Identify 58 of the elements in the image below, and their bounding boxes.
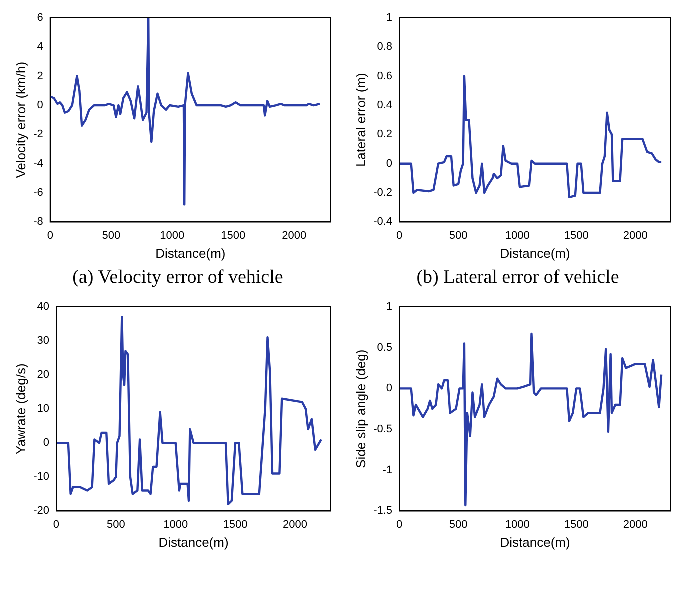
y-axis-title: Side slip angle (deg) — [353, 350, 368, 468]
y-tick-label: 4 — [37, 41, 44, 54]
x-tick-label: 1500 — [223, 518, 248, 531]
y-tick-label: 2 — [37, 70, 44, 82]
x-tick-label: 500 — [106, 518, 126, 531]
y-tick-label: -8 — [34, 216, 44, 228]
x-tick-label: 1500 — [564, 230, 589, 242]
y-tick-label: -20 — [34, 505, 50, 518]
y-axis-title: Yawrate (deg/s) — [13, 364, 28, 454]
y-tick-label: 0 — [43, 437, 50, 450]
y-tick-label: -0.4 — [374, 216, 393, 228]
y-tick-label: 0.5 — [377, 342, 393, 354]
x-tick-label: 1000 — [505, 230, 530, 242]
x-axis-title: Distance(m) — [156, 246, 226, 261]
x-tick-label: 0 — [396, 518, 403, 531]
x-tick-label: 1000 — [164, 518, 188, 531]
y-tick-label: -4 — [34, 158, 44, 170]
x-tick-label: 0 — [396, 230, 403, 242]
y-tick-label: -1.5 — [374, 505, 393, 518]
y-tick-label: -6 — [34, 187, 44, 200]
x-axis-title: Distance(m) — [500, 534, 570, 550]
x-tick-label: 1000 — [505, 518, 530, 531]
y-tick-label: 0.6 — [377, 70, 393, 82]
y-tick-label: -2 — [34, 128, 44, 141]
y-tick-label: 30 — [37, 335, 50, 348]
y-tick-label: 20 — [37, 369, 50, 382]
y-tick-label: 0.4 — [377, 100, 393, 112]
y-tick-label: 1 — [386, 12, 393, 24]
x-tick-label: 1000 — [160, 230, 185, 242]
y-tick-label: 0 — [386, 158, 393, 170]
x-tick-label: 2000 — [623, 518, 648, 531]
x-tick-label: 1500 — [564, 518, 589, 531]
y-axis-title: Velocity error (km/h) — [13, 62, 28, 178]
text: (a) Velocity error of vehicle — [72, 267, 284, 289]
x-axis-title: Distance(m) — [158, 534, 229, 550]
y-tick-label: -1 — [382, 464, 393, 476]
y-tick-label: 40 — [37, 301, 50, 314]
x-tick-label: 2000 — [623, 230, 648, 242]
y-axis-title: Lateral error (m) — [353, 73, 368, 168]
y-tick-label: -0.2 — [374, 187, 393, 200]
y-tick-label: 0 — [37, 100, 44, 112]
y-tick-label: 6 — [37, 12, 44, 24]
x-tick-label: 500 — [449, 230, 468, 242]
y-tick-label: 0 — [386, 382, 393, 395]
x-tick-label: 2000 — [282, 518, 308, 531]
text: (b) Lateral error of vehicle — [416, 267, 620, 289]
x-tick-label: 500 — [102, 230, 121, 242]
x-tick-label: 0 — [53, 518, 60, 531]
y-tick-label: -0.5 — [374, 424, 393, 436]
y-tick-label: -10 — [34, 471, 50, 484]
y-tick-label: 1 — [386, 301, 393, 314]
y-tick-label: 10 — [37, 403, 50, 416]
x-axis-title: Distance(m) — [500, 246, 570, 261]
x-tick-label: 1500 — [221, 230, 246, 242]
x-tick-label: 2000 — [282, 230, 307, 242]
y-tick-label: 0.8 — [377, 41, 393, 54]
x-tick-label: 500 — [449, 518, 468, 531]
y-tick-label: 0.2 — [377, 128, 393, 141]
